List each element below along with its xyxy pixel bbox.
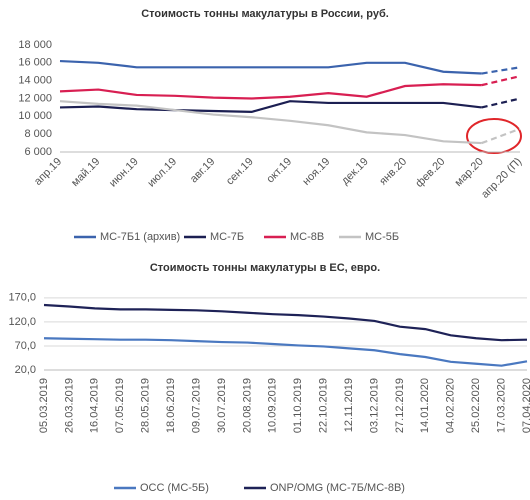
y-tick-label: 12 000 — [18, 92, 52, 104]
legend-label: OCC (МС-5Б) — [140, 482, 209, 494]
series-line — [59, 83, 482, 100]
x-tick-label: дек.19 — [339, 156, 371, 188]
chart-title: Стоимость тонны макулатуры в России, руб… — [141, 8, 389, 20]
x-tick-label: окт.19 — [264, 156, 294, 186]
x-tick-label: май.19 — [69, 156, 102, 189]
x-tick-label: 26.03.2019 — [63, 378, 75, 433]
forecast-segment — [481, 66, 521, 75]
highlight-ellipse — [466, 118, 522, 154]
y-tick-label: 16 000 — [18, 57, 52, 69]
x-tick-label: фев.20 — [413, 156, 447, 190]
y-tick-label: 120,0 — [8, 316, 36, 328]
legend-label: МС-8В — [290, 231, 324, 243]
x-tick-label: авг.19 — [188, 156, 218, 186]
x-tick-label: 10.09.2019 — [267, 378, 279, 433]
x-tick-label: 14.01.2020 — [419, 378, 431, 433]
x-tick-label: 17.03.2020 — [495, 378, 507, 433]
y-tick-label: 6 000 — [24, 146, 52, 158]
x-tick-label: 05.03.2019 — [38, 378, 50, 433]
series-line — [59, 100, 482, 113]
y-tick-label: 8 000 — [24, 128, 52, 140]
x-tick-label: апр.19 — [32, 156, 64, 188]
x-tick-label: 03.12.2019 — [368, 378, 380, 433]
series-line — [43, 337, 528, 367]
legend-label: МС-7Б — [210, 231, 244, 243]
legend-label: ONP/OMG (МС-7Б/МС-8В) — [270, 482, 405, 494]
x-tick-label: июн.19 — [107, 156, 141, 190]
y-tick-label: 70,0 — [15, 340, 36, 352]
y-tick-label: 20,0 — [15, 364, 36, 376]
forecast-segment — [481, 127, 521, 145]
legend-label: МС-5Б — [365, 231, 399, 243]
y-tick-label: 14 000 — [18, 75, 52, 87]
x-tick-label: 27.12.2019 — [394, 378, 406, 433]
forecast-segment — [481, 97, 521, 109]
x-tick-label: 30.07.2019 — [216, 378, 228, 433]
x-tick-label: 07.05.2019 — [114, 378, 126, 433]
x-tick-label: янв.20 — [377, 156, 409, 188]
y-tick-label: 10 000 — [18, 110, 52, 122]
x-tick-label: мар.20 — [453, 156, 486, 189]
series-line — [59, 59, 482, 75]
series-line — [43, 303, 528, 342]
x-tick-label: 12.11.2019 — [343, 378, 355, 432]
x-tick-label: ноя.19 — [300, 156, 332, 188]
x-tick-label: 18.06.2019 — [165, 378, 177, 433]
chart-title: Стоимость тонны макулатуры в ЕС, евро. — [150, 262, 380, 274]
x-tick-label: июл.19 — [145, 156, 179, 190]
x-tick-label: 16.04.2019 — [89, 378, 101, 433]
x-tick-label: 28.05.2019 — [140, 378, 152, 433]
y-tick-label: 18 000 — [18, 39, 52, 51]
x-tick-label: 22.10.2019 — [318, 378, 330, 433]
forecast-segment — [481, 75, 521, 87]
x-tick-label: 01.10.2019 — [292, 378, 304, 433]
x-tick-label: 04.02.2020 — [445, 378, 457, 433]
x-tick-label: 25.02.2020 — [470, 378, 482, 433]
x-tick-label: 09.07.2019 — [190, 378, 202, 433]
x-tick-label: 07.04.2020 — [521, 378, 530, 433]
legend-label: МС-7Б1 (архив) — [100, 231, 180, 243]
x-tick-label: сен.19 — [224, 156, 256, 188]
y-tick-label: 170,0 — [8, 292, 36, 304]
series-line — [59, 100, 482, 145]
x-tick-label: 20.08.2019 — [241, 378, 253, 433]
x-tick-label: апр.20 (П) — [479, 156, 524, 201]
